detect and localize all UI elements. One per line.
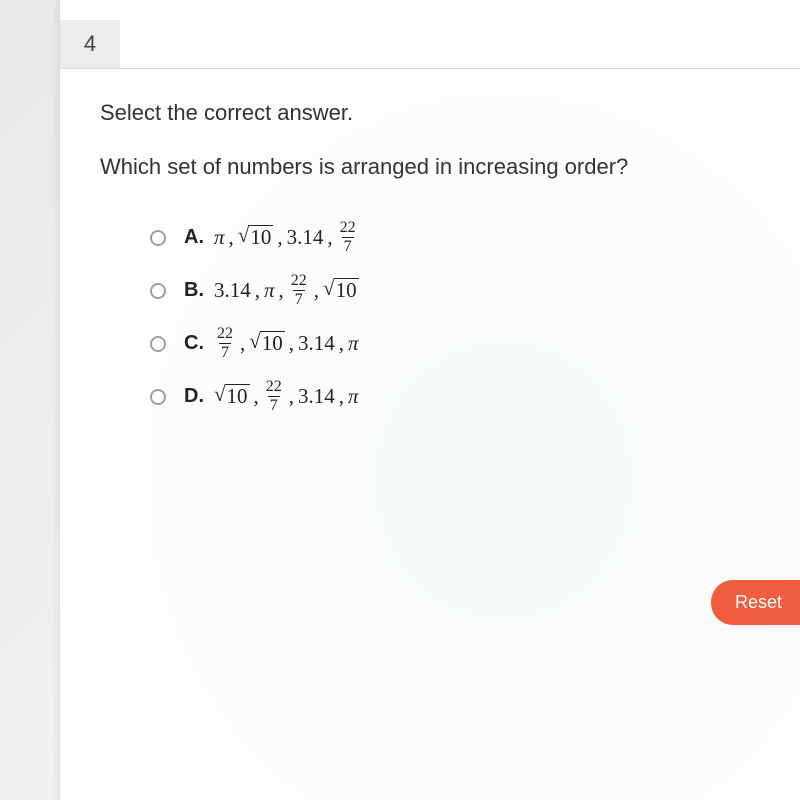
radio-d[interactable]	[150, 389, 166, 405]
instruction-text: Select the correct answer.	[100, 100, 780, 126]
reset-label: Reset	[735, 592, 782, 612]
sqrt10: √10	[249, 331, 285, 355]
decimal-3-14: 3.14	[214, 278, 251, 303]
frac-22-7: 227	[264, 379, 284, 414]
separator: ,	[229, 225, 234, 250]
separator: ,	[279, 278, 284, 303]
frac-den: 7	[342, 237, 354, 255]
frac-den: 7	[268, 396, 280, 414]
decimal-3-14: 3.14	[298, 331, 335, 356]
option-c-body: 227 , √10 , 3.14 , π	[214, 326, 359, 361]
separator: ,	[339, 384, 344, 409]
sqrt-arg: 10	[260, 331, 285, 355]
pi-symbol: π	[264, 278, 275, 303]
decimal-3-14: 3.14	[298, 384, 335, 409]
frac-num: 22	[264, 379, 284, 396]
frac-num: 22	[289, 273, 309, 290]
separator: ,	[327, 225, 332, 250]
decimal-3-14: 3.14	[287, 225, 324, 250]
radio-c[interactable]	[150, 336, 166, 352]
question-content: Select the correct answer. Which set of …	[100, 100, 780, 432]
pi-symbol: π	[348, 331, 359, 356]
frac-num: 22	[338, 220, 358, 237]
option-b-label: B.	[184, 279, 214, 302]
option-d-body: √10 , 227 , 3.14 , π	[214, 379, 359, 414]
separator: ,	[240, 331, 245, 356]
option-c-label: C.	[184, 332, 214, 355]
frac-den: 7	[293, 290, 305, 308]
separator: ,	[254, 384, 259, 409]
option-a-label: A.	[184, 226, 214, 249]
frac-22-7: 227	[338, 220, 358, 255]
separator: ,	[255, 278, 260, 303]
separator: ,	[339, 331, 344, 356]
frac-22-7: 227	[289, 273, 309, 308]
header-divider	[60, 68, 800, 69]
option-a-body: π , √10 , 3.14 , 227	[214, 220, 359, 255]
separator: ,	[314, 278, 319, 303]
pi-symbol: π	[214, 225, 225, 250]
sqrt-arg: 10	[334, 278, 359, 302]
sqrt10: √10	[214, 384, 250, 408]
separator: ,	[289, 331, 294, 356]
sqrt-arg: 10	[248, 225, 273, 249]
sqrt10: √10	[238, 225, 274, 249]
option-b[interactable]: B. 3.14 , π , 227 , √10	[150, 273, 780, 308]
sqrt-arg: 10	[225, 384, 250, 408]
pi-symbol: π	[348, 384, 359, 409]
question-number: 4	[84, 31, 96, 57]
radio-b[interactable]	[150, 283, 166, 299]
question-card: 4 Select the correct answer. Which set o…	[60, 0, 800, 800]
option-b-body: 3.14 , π , 227 , √10	[214, 273, 359, 308]
separator: ,	[289, 384, 294, 409]
prompt-text: Which set of numbers is arranged in incr…	[100, 154, 780, 180]
radio-a[interactable]	[150, 230, 166, 246]
option-c[interactable]: C. 227 , √10 , 3.14 , π	[150, 326, 780, 361]
options-list: A. π , √10 , 3.14 , 227 B. 3.14 , π	[150, 220, 780, 414]
option-a[interactable]: A. π , √10 , 3.14 , 227	[150, 220, 780, 255]
question-number-box: 4	[60, 20, 120, 68]
sqrt10: √10	[323, 278, 359, 302]
reset-button[interactable]: Reset	[711, 580, 800, 625]
frac-num: 22	[215, 326, 235, 343]
option-d[interactable]: D. √10 , 227 , 3.14 , π	[150, 379, 780, 414]
frac-den: 7	[219, 343, 231, 361]
separator: ,	[277, 225, 282, 250]
option-d-label: D.	[184, 385, 214, 408]
frac-22-7: 227	[215, 326, 235, 361]
